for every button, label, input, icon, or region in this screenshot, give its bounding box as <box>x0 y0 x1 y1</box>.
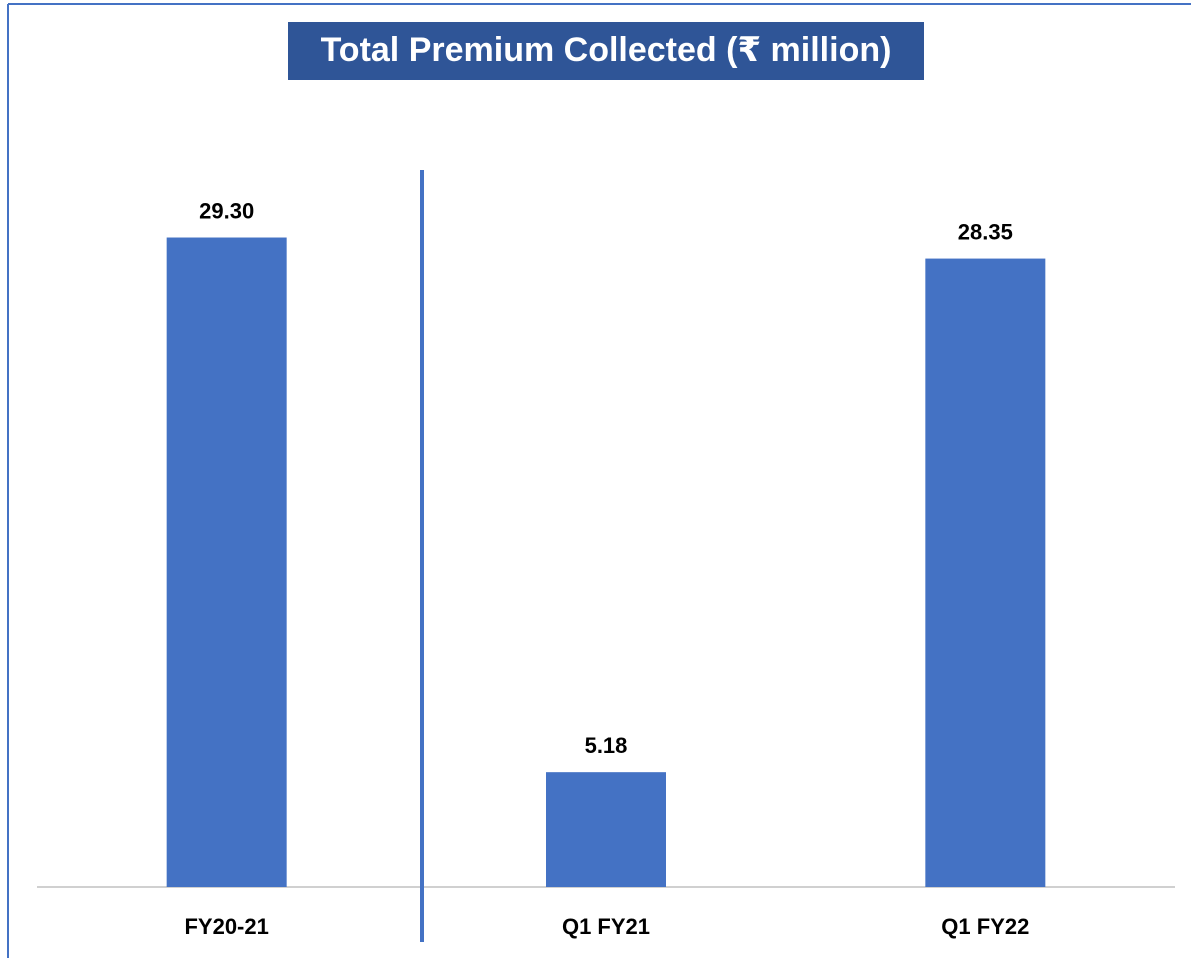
bar <box>546 772 666 887</box>
x-tick-label: Q1 FY21 <box>562 914 650 939</box>
x-tick-label: Q1 FY22 <box>941 914 1029 939</box>
value-label: 5.18 <box>585 733 628 758</box>
value-label: 28.35 <box>958 219 1013 244</box>
x-tick-label: FY20-21 <box>184 914 268 939</box>
title-box <box>288 22 924 80</box>
bar <box>925 258 1046 887</box>
bar <box>166 237 287 887</box>
chart-title: Total Premium Collected (₹ million) <box>321 31 892 69</box>
value-label: 29.30 <box>199 198 254 223</box>
